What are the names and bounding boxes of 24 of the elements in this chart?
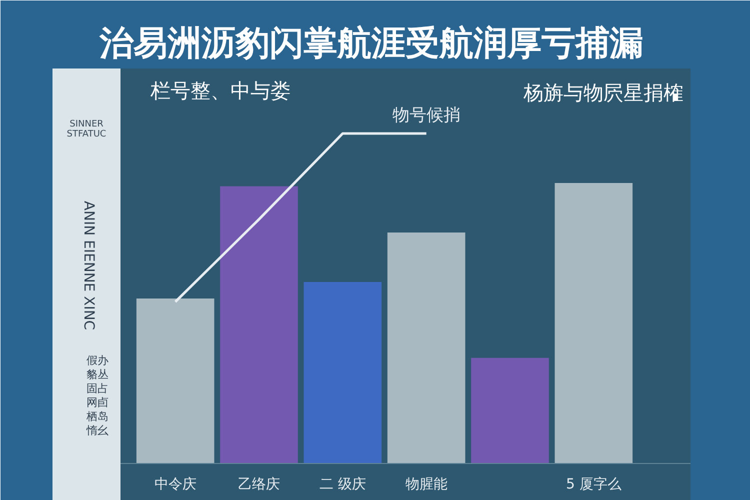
x-tick-label: 乙络庆: [238, 476, 280, 492]
chart-subtitle: 栏号整、中与娄: [150, 78, 290, 102]
text: 假办: [86, 354, 108, 367]
bar: [554, 183, 633, 464]
text: 惰幺: [86, 424, 108, 437]
x-tick-label: 物腥能: [405, 476, 448, 492]
text: 固占: [86, 382, 108, 395]
series-label: 物号候捎: [392, 106, 460, 126]
bar: [471, 358, 549, 464]
text: 貉丛: [86, 368, 108, 381]
chart-title: 治易洲沥豹闪掌航涯受航润厚亏捕漏: [98, 24, 644, 64]
bar: [304, 282, 382, 464]
text: SINNER: [70, 120, 104, 130]
bar: [220, 186, 298, 464]
text: STFATUC: [66, 130, 106, 140]
x-tick-label: 二 级庆: [319, 476, 366, 492]
bar: [136, 298, 214, 464]
text: 杨旃与物屄星捐榷: [522, 80, 684, 104]
x-tick-label: 5 厦字么: [566, 476, 622, 492]
text: 栖岛: [86, 410, 108, 423]
y-axis-title: ANIN EIENNE XINC: [80, 200, 96, 330]
text: 网卣: [86, 396, 108, 409]
x-tick-label: 中令庆: [154, 476, 196, 492]
bar: [387, 232, 466, 464]
